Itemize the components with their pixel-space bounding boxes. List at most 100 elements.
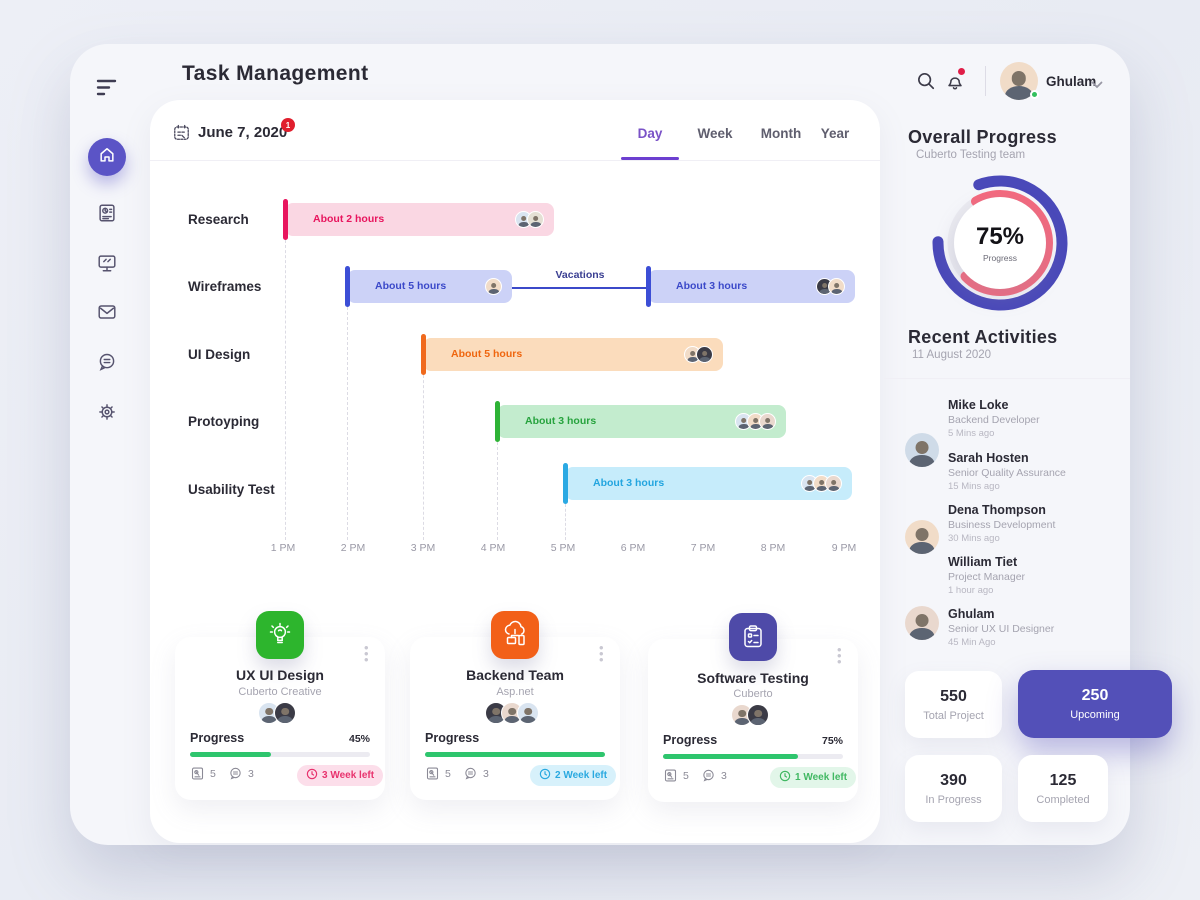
sidebar-item-workspace[interactable]: [96, 252, 118, 274]
activity-item[interactable]: Mike Loke Backend Developer 5 Mins ago: [948, 398, 1040, 439]
progress-fill: [663, 754, 798, 759]
gantt-connector-line: [512, 287, 648, 289]
activity-role: Senior Quality Assurance: [948, 467, 1066, 479]
progress-label: Progress: [425, 731, 480, 745]
sidebar-item-settings[interactable]: [96, 401, 118, 423]
due-text: 2 Week left: [555, 770, 608, 781]
progress-fill: [190, 752, 271, 757]
assignee-avatars: [735, 413, 776, 430]
gantt-bar-text: About 3 hours: [593, 477, 665, 489]
gantt-bar-wireframes-1[interactable]: About 5 hours: [345, 266, 512, 307]
user-name[interactable]: Ghulam: [1046, 74, 1097, 89]
clock-icon: [539, 768, 551, 783]
sidebar-item-mail[interactable]: [96, 301, 118, 323]
gantt-row-label: UI Design: [188, 347, 251, 362]
activity-item[interactable]: Sarah Hosten Senior Quality Assurance 15…: [948, 451, 1066, 492]
gantt-bar-research[interactable]: About 2 hours: [283, 199, 554, 240]
sidebar-item-reports[interactable]: [96, 202, 118, 224]
progress-ring-center: 75% Progress: [954, 197, 1046, 289]
grid-dash-line: [497, 442, 498, 540]
attachment-count: 5: [445, 768, 451, 780]
time-tick: 7 PM: [690, 542, 716, 554]
sidebar-item-messages[interactable]: [96, 351, 118, 373]
tab-week[interactable]: Week: [697, 126, 733, 141]
stat-total-project[interactable]: 550 Total Project: [905, 671, 1002, 738]
time-tick: 9 PM: [831, 542, 857, 554]
activity-avatar: [905, 606, 939, 640]
gantt-bar-edge: [345, 266, 350, 307]
project-avatars: [410, 702, 620, 724]
monitor-icon: [96, 255, 118, 278]
comment-count: 3: [483, 768, 489, 780]
activity-avatar: [905, 520, 939, 554]
date-badge: 1: [281, 118, 295, 132]
time-tick: 6 PM: [620, 542, 646, 554]
assignee-avatars: [816, 278, 845, 295]
search-icon: [915, 73, 937, 96]
activity-avatar: [905, 433, 939, 467]
gantt-bar-wireframes-2[interactable]: About 3 hours: [646, 266, 855, 307]
gantt-row-label: Protoyping: [188, 414, 260, 429]
gantt-bar-ui-design[interactable]: About 5 hours: [421, 334, 723, 375]
menu-icon[interactable]: [95, 78, 119, 98]
time-tick: 5 PM: [550, 542, 576, 554]
calendar-icon: [172, 123, 191, 147]
stat-completed[interactable]: 125 Completed: [1018, 755, 1108, 822]
current-date[interactable]: June 7, 2020: [198, 124, 288, 141]
project-title: UX UI Design: [236, 667, 324, 683]
comment-icon: [463, 766, 478, 781]
mail-icon: [96, 305, 118, 327]
overall-percent: 75%: [975, 223, 1025, 250]
grid-dash-line: [347, 307, 348, 540]
notifications-button[interactable]: [944, 68, 966, 92]
comment-icon: [701, 768, 716, 783]
gantt-bar-text: About 3 hours: [525, 415, 597, 427]
notification-dot: [958, 68, 965, 75]
search-button[interactable]: [915, 70, 937, 92]
activity-item[interactable]: William Tiet Project Manager 1 hour ago: [948, 555, 1025, 596]
gantt-bar-text: About 2 hours: [313, 213, 385, 225]
activity-item[interactable]: Dena Thompson Business Development 30 Mi…: [948, 503, 1055, 544]
gantt-bar-edge: [646, 266, 651, 307]
card-menu-icon[interactable]: • • •: [837, 642, 842, 669]
time-tick: 8 PM: [760, 542, 786, 554]
activity-name: William Tiet: [948, 555, 1018, 569]
stat-label: Upcoming: [1070, 709, 1120, 721]
tab-month[interactable]: Month: [760, 126, 802, 141]
project-title: Software Testing: [697, 670, 809, 686]
chat-icon: [96, 353, 118, 377]
time-tick: 2 PM: [340, 542, 366, 554]
activity-time: 15 Mins ago: [948, 481, 1000, 492]
activity-time: 1 hour ago: [948, 585, 994, 596]
stat-value: 390: [940, 771, 967, 789]
activity-name: Dena Thompson: [948, 503, 1046, 517]
due-badge: 3 Week left: [297, 765, 384, 786]
stat-value: 125: [1049, 771, 1077, 789]
gantt-bar-protoyping[interactable]: About 3 hours: [495, 401, 786, 442]
grid-dash-line: [565, 504, 566, 540]
stat-value: 550: [940, 687, 967, 705]
tab-year[interactable]: Year: [820, 126, 850, 141]
grid-dash-line: [285, 240, 286, 540]
time-tick: 3 PM: [410, 542, 436, 554]
gantt-row-label: Research: [188, 212, 249, 227]
progress-track: [190, 752, 370, 757]
card-menu-icon[interactable]: • • •: [599, 640, 604, 667]
home-icon: [97, 145, 117, 170]
card-menu-icon[interactable]: • • •: [364, 640, 369, 667]
stat-upcoming[interactable]: 250 Upcoming: [1018, 670, 1172, 738]
stat-in-progress[interactable]: 390 In Progress: [905, 755, 1002, 822]
assignee-avatars: [684, 346, 713, 363]
time-tick: 4 PM: [480, 542, 506, 554]
tab-day[interactable]: Day: [637, 126, 663, 141]
assignee-avatars: [801, 475, 842, 492]
time-tick: 1 PM: [270, 542, 296, 554]
progress-fill: [425, 752, 605, 757]
page-title: Task Management: [182, 62, 369, 85]
activity-item[interactable]: Ghulam Senior UX UI Designer 45 Min Ago: [948, 607, 1054, 648]
sidebar-item-home[interactable]: [88, 138, 126, 176]
gantt-bar-usability-test[interactable]: About 3 hours: [563, 463, 852, 504]
due-text: 1 Week left: [795, 772, 848, 783]
chevron-down-icon[interactable]: [1091, 76, 1103, 94]
activity-time: 5 Mins ago: [948, 428, 995, 439]
